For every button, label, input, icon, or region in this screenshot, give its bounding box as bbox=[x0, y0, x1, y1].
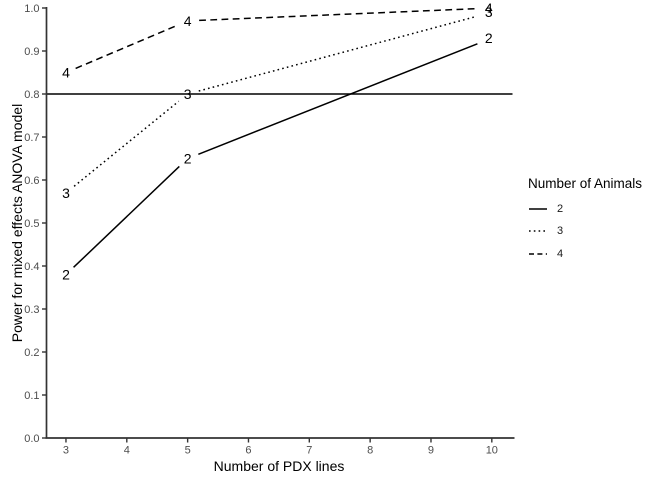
series-line-animals-2-segment bbox=[198, 43, 478, 155]
y-tick-label: 0.1 bbox=[24, 390, 39, 402]
direct-label-animals-2-at-x5: 2 bbox=[184, 150, 192, 166]
x-tick-label: 8 bbox=[367, 445, 373, 457]
x-tick-label: 6 bbox=[245, 445, 251, 457]
series-line-animals-2-segment bbox=[73, 165, 180, 268]
x-tick-label: 3 bbox=[63, 445, 69, 457]
legend-key-dotted-line-icon bbox=[529, 230, 547, 232]
direct-label-animals-4-at-x10: 4 bbox=[485, 0, 493, 16]
direct-label-animals-2-at-x10: 2 bbox=[485, 30, 493, 46]
x-tick-label: 5 bbox=[185, 445, 191, 457]
direct-label-animals-3-at-x10: 3 bbox=[485, 4, 493, 20]
legend-entry-label: 4 bbox=[557, 247, 564, 260]
direct-label-animals-3-at-x5: 3 bbox=[184, 86, 192, 102]
y-tick-label: 0.9 bbox=[24, 46, 39, 58]
legend-entry-3: 3 bbox=[528, 225, 668, 238]
y-tick-label: 0.4 bbox=[24, 261, 39, 273]
y-tick-label: 0.5 bbox=[24, 218, 39, 230]
legend: Number of Animals 2 3 4 bbox=[528, 176, 668, 270]
series-line-animals-4-segment bbox=[199, 7, 477, 22]
y-tick-label: 0.6 bbox=[24, 175, 39, 187]
direct-label-animals-4-at-x5: 4 bbox=[184, 13, 192, 29]
y-tick-label: 0.7 bbox=[24, 132, 39, 144]
legend-key-solid-line-icon bbox=[529, 207, 547, 210]
legend-entry-2: 2 bbox=[528, 202, 668, 215]
legend-key-dashed-line-icon bbox=[529, 252, 547, 255]
x-tick-label: 7 bbox=[306, 445, 312, 457]
y-tick-label: 0.0 bbox=[24, 433, 39, 445]
y-tick-label: 1.0 bbox=[24, 3, 39, 15]
series-line-animals-3-segment bbox=[73, 100, 180, 187]
y-axis-title: Power for mixed effects ANOVA model bbox=[9, 103, 25, 343]
direct-label-animals-2-at-x3: 2 bbox=[62, 267, 70, 283]
legend-entry-label: 3 bbox=[557, 225, 564, 237]
legend-entry-label: 2 bbox=[557, 202, 564, 215]
legend-title: Number of Animals bbox=[528, 176, 643, 191]
x-tick-label: 9 bbox=[428, 445, 434, 457]
x-tick-label: 10 bbox=[486, 445, 498, 457]
direct-label-animals-4-at-x3: 4 bbox=[62, 64, 70, 80]
series-line-animals-3-segment bbox=[198, 15, 478, 92]
y-tick-label: 0.3 bbox=[24, 304, 39, 316]
x-axis-title: Number of PDX lines bbox=[213, 458, 345, 474]
y-tick-label: 0.8 bbox=[24, 89, 39, 101]
direct-label-animals-3-at-x3: 3 bbox=[62, 185, 70, 201]
y-tick-label: 0.2 bbox=[24, 347, 39, 359]
series-line-animals-4-segment bbox=[75, 24, 178, 70]
legend-entry-4: 4 bbox=[528, 247, 668, 260]
x-tick-label: 4 bbox=[124, 445, 130, 457]
